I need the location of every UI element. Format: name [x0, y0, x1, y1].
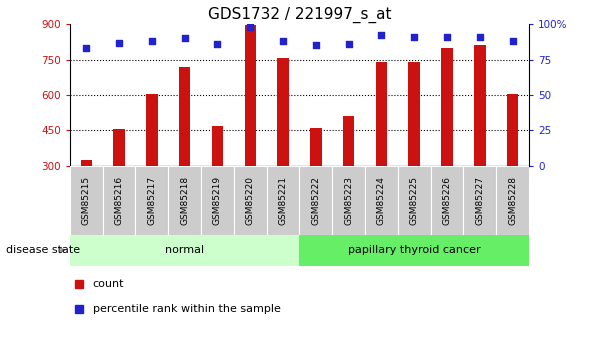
Bar — [81, 160, 92, 236]
Point — [81, 46, 91, 51]
Bar — [496, 166, 529, 235]
Text: percentile rank within the sample: percentile rank within the sample — [93, 305, 281, 314]
Bar — [310, 128, 322, 236]
Bar — [234, 166, 267, 235]
Bar — [136, 166, 168, 235]
Bar — [365, 166, 398, 235]
Text: GSM85226: GSM85226 — [443, 176, 452, 225]
Text: GSM85227: GSM85227 — [475, 176, 485, 225]
Point — [246, 24, 255, 30]
Bar — [343, 116, 354, 236]
Point — [475, 34, 485, 40]
Bar — [277, 58, 289, 236]
Bar — [409, 62, 420, 236]
Bar — [113, 129, 125, 236]
Bar — [179, 67, 190, 236]
Point — [114, 40, 124, 45]
Text: GSM85216: GSM85216 — [114, 176, 123, 225]
Point — [180, 36, 190, 41]
Text: GSM85215: GSM85215 — [82, 176, 91, 225]
Text: count: count — [93, 279, 125, 288]
Title: GDS1732 / 221997_s_at: GDS1732 / 221997_s_at — [208, 7, 391, 23]
Point — [278, 38, 288, 44]
Point — [344, 41, 353, 47]
Text: GSM85222: GSM85222 — [311, 176, 320, 225]
Point — [147, 38, 157, 44]
Text: GSM85221: GSM85221 — [278, 176, 288, 225]
Point — [311, 43, 320, 48]
Text: GSM85224: GSM85224 — [377, 176, 386, 225]
Bar — [168, 166, 201, 235]
Bar — [474, 45, 486, 236]
Point — [213, 41, 223, 47]
Text: disease state: disease state — [6, 245, 80, 255]
Text: GSM85223: GSM85223 — [344, 176, 353, 225]
Bar — [70, 166, 103, 235]
Bar — [267, 166, 300, 235]
Bar — [300, 235, 529, 266]
Text: normal: normal — [165, 245, 204, 255]
Bar — [376, 62, 387, 236]
Bar — [398, 166, 430, 235]
Bar — [441, 48, 453, 236]
Text: GSM85217: GSM85217 — [147, 176, 156, 225]
Bar — [212, 126, 223, 236]
Bar — [244, 25, 256, 236]
Text: GSM85228: GSM85228 — [508, 176, 517, 225]
Point — [442, 34, 452, 40]
Point — [508, 38, 517, 44]
Text: GSM85219: GSM85219 — [213, 176, 222, 225]
Bar — [463, 166, 496, 235]
Bar — [507, 94, 518, 236]
Bar — [103, 166, 136, 235]
Bar — [146, 94, 157, 236]
Text: GSM85218: GSM85218 — [180, 176, 189, 225]
Text: papillary thyroid cancer: papillary thyroid cancer — [348, 245, 480, 255]
Bar — [332, 166, 365, 235]
Point — [409, 34, 419, 40]
Text: GSM85220: GSM85220 — [246, 176, 255, 225]
Bar — [70, 235, 299, 266]
Bar — [201, 166, 234, 235]
Text: GSM85225: GSM85225 — [410, 176, 419, 225]
Point — [376, 33, 386, 38]
Bar — [300, 166, 332, 235]
Bar — [430, 166, 463, 235]
